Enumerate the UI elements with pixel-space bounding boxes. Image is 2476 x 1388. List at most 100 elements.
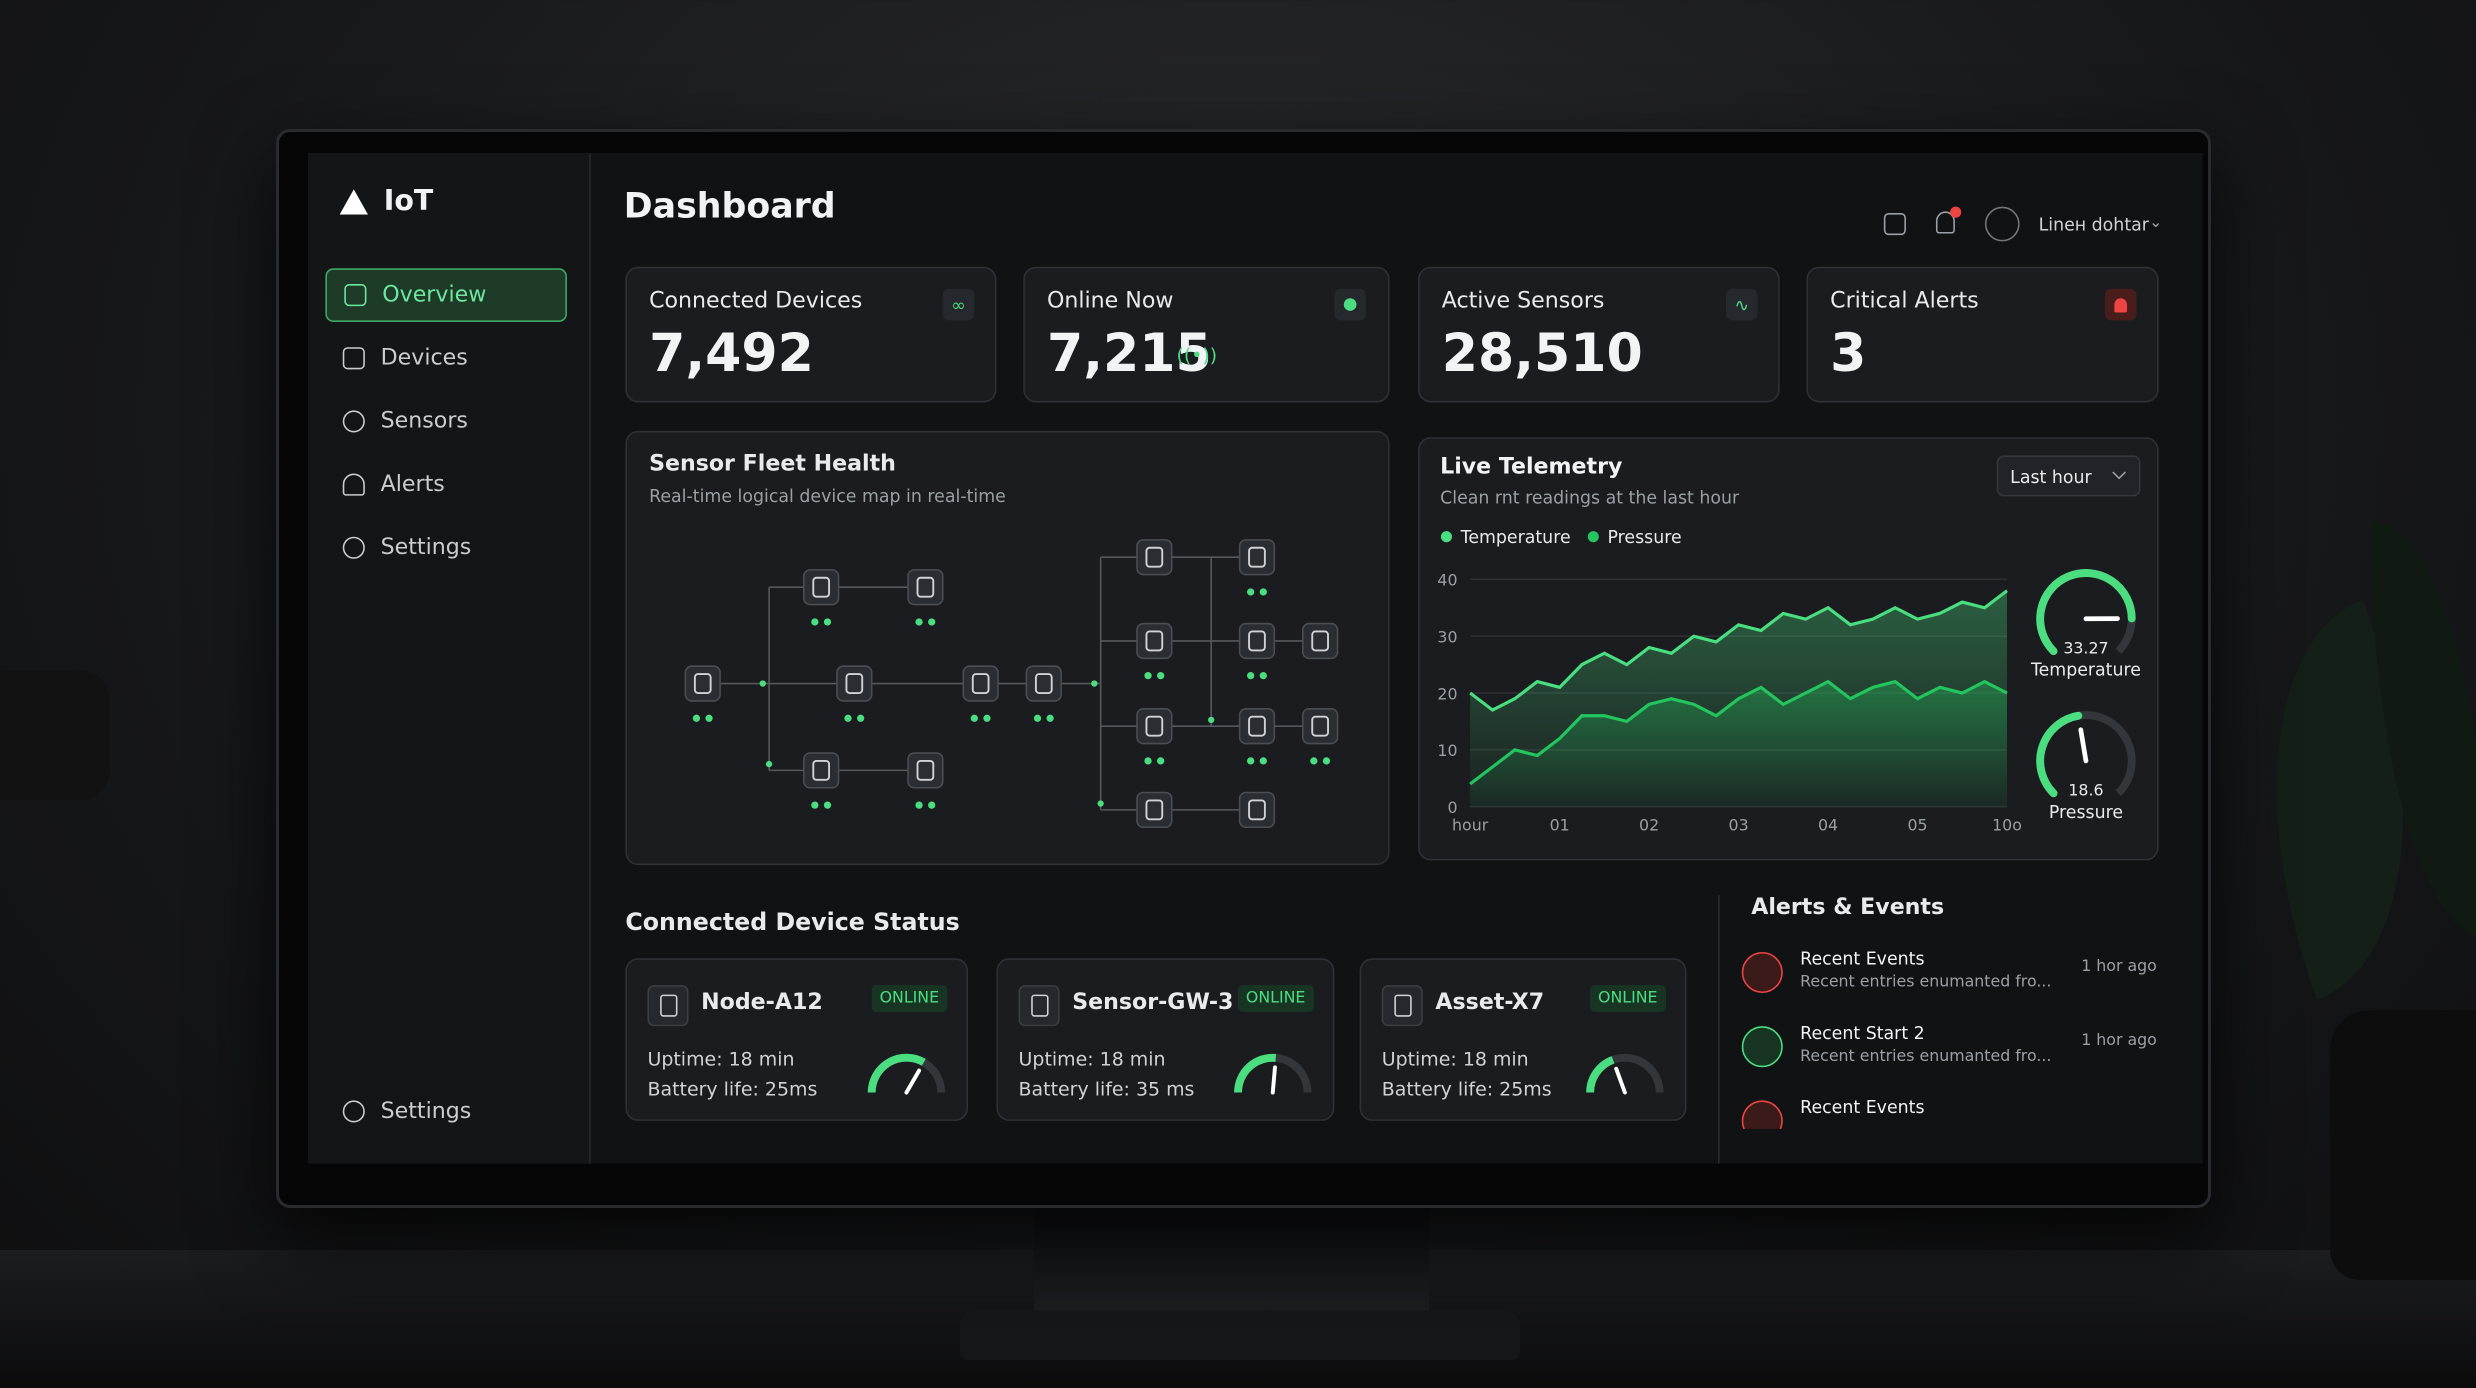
- nav-item[interactable]: Settings: [325, 521, 567, 575]
- stat-icon: [1334, 288, 1366, 321]
- alerts-list: Recent Events Recent entries enumanted fr…: [1737, 943, 2163, 1129]
- device-gauge: [1586, 1053, 1664, 1095]
- legend-swatch: [1440, 531, 1452, 543]
- nav-label: Overview: [382, 282, 487, 308]
- map-status: [1144, 757, 1152, 765]
- map-node: [1238, 791, 1276, 829]
- device-battery: Battery life: 25ms: [1381, 1078, 1552, 1101]
- map-status: [1247, 588, 1255, 596]
- device-uptime: Uptime: 18 min: [1381, 1048, 1529, 1071]
- device-uptime: Uptime: 18 min: [647, 1048, 795, 1071]
- y-tick-label: 10: [1437, 741, 1457, 760]
- map-node-icon: [1311, 715, 1329, 737]
- nav-label: Settings: [380, 1098, 472, 1125]
- x-tick-label: 05: [1907, 815, 1927, 834]
- status-badge: ONLINE: [1590, 985, 1666, 1012]
- map-node-icon: [1248, 799, 1266, 821]
- map-node: [836, 665, 873, 702]
- legend-swatch: [1587, 531, 1599, 543]
- device-battery: Battery life: 35 ms: [1018, 1078, 1195, 1101]
- nav-item[interactable]: Devices: [325, 331, 567, 385]
- map-node-icon: [812, 576, 831, 598]
- map-node: [803, 569, 840, 606]
- stat-value: 28,510: [1441, 321, 1643, 384]
- alert-row[interactable]: Recent Events: [1737, 1091, 2163, 1129]
- gauge-needle: [1270, 1065, 1277, 1095]
- map-node: [1136, 791, 1173, 829]
- map-node-icon: [1248, 630, 1266, 652]
- dashboard: IoT Overview Devices Sensors Alerts Sett…: [308, 153, 2203, 1164]
- alert-row[interactable]: Recent Events Recent entries enumanted fr…: [1737, 943, 2163, 1012]
- map-node: [803, 752, 840, 789]
- chart-subtitle: Clean rnt readings at the last hour: [1440, 489, 1740, 509]
- telemetry-chart: Live Telemetry Clean rnt readings at the…: [1437, 454, 2141, 835]
- gauge-fill: [867, 1053, 926, 1093]
- x-tick-label: hour: [1452, 815, 1489, 834]
- map-status: [1259, 588, 1267, 596]
- notifications-button[interactable]: [1935, 211, 1955, 234]
- map-node: [1136, 708, 1173, 745]
- range-dropdown[interactable]: [1996, 455, 2141, 497]
- notification-dot: [1950, 206, 1962, 218]
- map-status: [1157, 672, 1165, 680]
- alert-title: Recent Start 2: [1800, 1023, 1925, 1044]
- plant-pot: [2330, 1010, 2476, 1280]
- gauge-needle: [1614, 1066, 1627, 1095]
- y-tick-label: 30: [1437, 627, 1457, 646]
- nav-item[interactable]: Settings: [325, 1085, 567, 1139]
- divider: [1718, 895, 1720, 1164]
- map-status: [915, 801, 923, 809]
- map-node-icon: [1145, 799, 1164, 821]
- stat-icon: ∞: [942, 288, 975, 321]
- nav-item[interactable]: Overview: [325, 268, 567, 322]
- alert-time: 1 hor ago: [2081, 1032, 2157, 1050]
- telemetry-panel: Live Telemetry Clean rnt readings at the…: [1418, 437, 2159, 861]
- stat-label: Active Sensors: [1441, 288, 1605, 315]
- scan-button[interactable]: [1883, 213, 1906, 236]
- map-node: [684, 665, 721, 702]
- map-status: [928, 801, 936, 809]
- alert-row[interactable]: Recent Start 2 Recent entries enumanted f…: [1737, 1017, 2163, 1086]
- map-link-dot: [759, 680, 766, 687]
- nav-icon: [342, 1100, 365, 1123]
- map-status: [1157, 757, 1165, 765]
- user-menu-caret[interactable]: ⌄: [2149, 214, 2163, 232]
- map-node-icon: [1145, 630, 1164, 652]
- nav-item[interactable]: Sensors: [325, 395, 567, 449]
- device-card: Asset-X7 ONLINE Uptime: 18 min Battery life…: [1359, 958, 1687, 1121]
- map-status: [811, 618, 819, 626]
- stat-label: Online Now: [1046, 288, 1174, 315]
- signal-icon: ((•)): [1176, 344, 1218, 367]
- map-status: [928, 618, 936, 626]
- alert-desc: Recent entries enumanted fro...: [1800, 1048, 2052, 1066]
- gauge-fill: [2036, 569, 2136, 656]
- nav-item[interactable]: Alerts: [325, 458, 567, 512]
- map-link-dot: [765, 760, 773, 768]
- map-status: [1046, 714, 1054, 722]
- device-glyph: [659, 994, 677, 1017]
- map-node: [1238, 622, 1276, 660]
- panel-title: Sensor Fleet Health: [649, 451, 896, 477]
- stat-value: 7,215: [1046, 321, 1212, 384]
- map-node-icon: [916, 759, 935, 781]
- nav-icon: [342, 347, 365, 370]
- map-status: [1247, 672, 1255, 680]
- device-glyph: [1393, 994, 1411, 1017]
- map-node: [907, 569, 944, 606]
- map-status: [983, 714, 991, 722]
- gauge-value: 18.6: [2068, 781, 2103, 800]
- gauge-fill: [1234, 1053, 1277, 1093]
- map-status: [1259, 672, 1267, 680]
- gauge-fill: [1586, 1056, 1615, 1093]
- map-node: [1025, 665, 1062, 702]
- user-name[interactable]: Linен dohtar: [2038, 214, 2149, 236]
- avatar[interactable]: [1984, 206, 2020, 242]
- map-status: [823, 618, 832, 626]
- alert-desc: Recent entries enumanted fro...: [1800, 974, 2052, 992]
- map-status: [915, 618, 923, 626]
- map-node-icon: [845, 673, 864, 694]
- y-tick-label: 20: [1437, 684, 1457, 703]
- device-icon: [647, 985, 689, 1027]
- device-name: Sensor-GW-3: [1072, 989, 1234, 1016]
